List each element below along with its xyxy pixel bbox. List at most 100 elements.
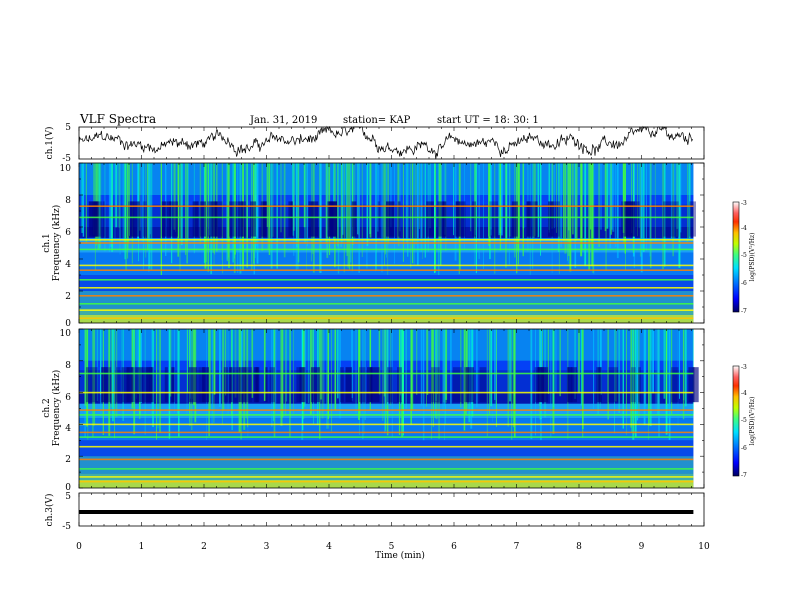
spectrogram-streak xyxy=(108,329,111,436)
spectrogram-streak xyxy=(293,329,294,414)
spectrogram-patch xyxy=(161,201,167,237)
spectrogram-streak xyxy=(442,329,445,412)
spectrogram-patch xyxy=(243,367,247,403)
spectrogram-streak xyxy=(511,329,513,440)
spectrogram-patch xyxy=(671,367,679,403)
spectrogram-streak xyxy=(383,329,386,397)
spectrogram-streak xyxy=(138,163,141,231)
spectrogram-patch xyxy=(541,367,549,403)
spectrogram-patch xyxy=(366,367,372,403)
ch1-spec-label-top: ch.1 xyxy=(42,233,52,252)
spectrogram-streak xyxy=(268,163,271,255)
spectrogram-patch xyxy=(250,201,257,237)
start-time-label: start UT = 18: 30: 1 xyxy=(437,115,539,126)
spectrogram-patch xyxy=(479,367,487,403)
spectrogram-streak xyxy=(518,163,519,265)
spectrogram-streak xyxy=(492,329,493,422)
spectrogram-streak xyxy=(622,329,624,429)
spectrogram-streak xyxy=(429,163,431,229)
ch1-spectrogram-image xyxy=(79,163,696,323)
spectrogram-streak xyxy=(410,163,412,268)
spectrogram-streak xyxy=(337,163,340,274)
spectrogram-band xyxy=(79,423,694,426)
spectrogram-streak xyxy=(633,329,635,435)
spectrogram-streak xyxy=(575,163,578,240)
spectrogram-streak xyxy=(246,163,248,252)
spectrogram-band xyxy=(79,264,694,267)
spectrogram-patch xyxy=(527,201,537,237)
ch2-colorbar: -3 -4 -5 -6 -7 log(PSD)(V²/Hz) xyxy=(732,364,756,479)
spectrogram-streak xyxy=(325,163,327,244)
spectrogram-streak xyxy=(460,329,462,408)
ch1-colorbar-label: log(PSD)(V²/Hz) xyxy=(749,233,756,282)
spectrogram-patch xyxy=(269,367,276,403)
spectrogram-patch xyxy=(537,367,544,403)
spectrogram-streak xyxy=(297,163,300,263)
spectrogram-band xyxy=(79,248,694,251)
spectrogram-streak xyxy=(306,163,308,247)
spectrogram-streak xyxy=(648,329,650,426)
spectrogram-streak xyxy=(580,163,583,257)
spectrogram-streak xyxy=(584,163,587,267)
ch2-ytick-10: 10 xyxy=(60,329,72,339)
spectrogram-streak xyxy=(263,329,266,401)
ch1-ytick-10: 10 xyxy=(60,164,72,174)
spectrogram-patch xyxy=(455,201,466,237)
spectrogram-streak xyxy=(419,163,420,229)
spectrogram-streak xyxy=(326,329,328,429)
spectrogram-streak xyxy=(307,329,310,404)
spectrogram-streak xyxy=(405,329,407,409)
spectrogram-streak xyxy=(342,163,344,235)
spectrogram-zone xyxy=(79,440,694,457)
spectrogram-streak xyxy=(214,163,216,255)
spectrogram-streak xyxy=(533,163,535,238)
spectrogram-patch xyxy=(299,367,306,403)
spectrogram-streak xyxy=(352,163,354,231)
spectrogram-streak xyxy=(650,329,652,427)
spectrogram-streak xyxy=(636,329,639,421)
spectrogram-streak xyxy=(362,329,364,440)
spectrogram-streak xyxy=(283,163,286,258)
spectrogram-streak xyxy=(205,163,207,263)
spectrogram-streak xyxy=(557,163,560,252)
spectrogram-streak xyxy=(453,163,454,236)
spectrogram-streak xyxy=(340,163,342,247)
spectrogram-patch xyxy=(310,201,314,237)
spectrogram-streak xyxy=(507,329,509,427)
spectrogram-streak xyxy=(247,329,249,428)
spectrogram-streak xyxy=(87,329,89,440)
spectrogram-streak xyxy=(567,163,570,256)
spectrogram-streak xyxy=(508,163,510,265)
spectrogram-streak xyxy=(297,163,299,269)
spectrogram-streak xyxy=(631,163,632,233)
ch1-colorbar-gradient xyxy=(732,201,740,313)
spectrogram-streak xyxy=(292,163,295,231)
spectrogram-band xyxy=(79,205,694,207)
ch1-panel: 5 -5 ch.1(V) xyxy=(44,123,705,164)
spectrogram-streak xyxy=(527,163,529,252)
spectrogram-streak xyxy=(551,163,552,230)
spectrogram-patch xyxy=(102,201,105,237)
spectrogram-streak xyxy=(635,329,637,437)
spectrogram-patch xyxy=(688,367,695,403)
spectrogram-streak xyxy=(114,329,115,439)
spectrogram-streak xyxy=(537,163,539,238)
spectrogram-streak xyxy=(610,163,612,235)
spectrogram-streak xyxy=(272,163,274,237)
spectrogram-streak xyxy=(582,329,584,429)
ch2-ytick-8: 8 xyxy=(65,361,71,371)
spectrogram-streak xyxy=(271,329,273,427)
spectrogram-streak xyxy=(680,163,682,233)
ch2-cb-tick-m4: -4 xyxy=(741,390,747,397)
spectrogram-streak xyxy=(246,163,248,268)
spectrogram-streak xyxy=(542,329,543,394)
spectrogram-streak xyxy=(435,329,437,401)
spectrogram-patch xyxy=(192,201,200,237)
spectrogram-streak xyxy=(112,329,114,422)
ch1-ytick-0: 0 xyxy=(65,319,71,329)
spectrogram-streak xyxy=(306,163,307,270)
spectrogram-band xyxy=(79,458,694,461)
spectrogram-streak xyxy=(142,163,144,270)
spectrogram-streak xyxy=(331,329,332,432)
spectrogram-streak xyxy=(355,329,357,414)
